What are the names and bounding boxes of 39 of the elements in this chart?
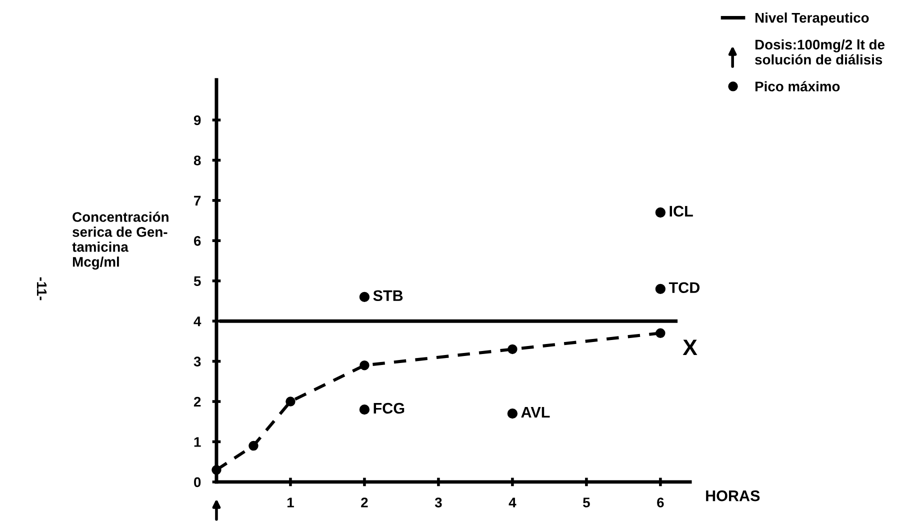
point	[656, 328, 666, 338]
annotation: STB	[373, 290, 403, 302]
point	[248, 440, 258, 451]
y-tick-label: 5	[194, 276, 201, 286]
annotation: TCD	[668, 282, 700, 294]
text: -11-	[37, 277, 47, 300]
point	[508, 344, 518, 354]
x-axis-title: HORAS	[706, 490, 760, 502]
y-tick-label: 9	[194, 115, 201, 126]
y-tick-label: 6	[194, 236, 201, 246]
point	[286, 396, 296, 406]
y-tick-label: 0	[194, 477, 201, 488]
point	[359, 404, 370, 415]
x-tick-label: 1	[287, 498, 294, 508]
y-tick-label: 4	[194, 316, 202, 326]
y-tick-label: 2	[194, 396, 201, 407]
annotation: FCG	[374, 402, 404, 414]
y-tick-label: 8	[194, 156, 201, 166]
point	[655, 207, 666, 218]
text: Dosis:100mg/2 lt de solución de diálisis	[755, 39, 885, 65]
point	[359, 292, 370, 302]
point	[507, 408, 518, 419]
point	[360, 360, 370, 370]
annotation: X	[682, 340, 698, 355]
x-tick-label: 3	[434, 498, 442, 508]
y-tick-label: 7	[194, 196, 201, 206]
x-tick-label: 5	[583, 498, 590, 508]
point	[655, 284, 666, 294]
x-tick-label: 6	[657, 498, 664, 508]
x-tick-label: 4	[508, 498, 516, 508]
legend-label: Nivel Terapeutico	[755, 12, 869, 26]
annotation: AVL	[521, 407, 550, 418]
y-axis-title: Concentración serica de Gen- tamicina Mcg/ml	[72, 212, 168, 270]
y-tick-label: 3	[194, 356, 201, 366]
x-tick-label: 2	[361, 498, 368, 508]
y-tick-label: 1	[194, 437, 201, 447]
point	[212, 465, 222, 475]
legend-label: Pico máximo	[755, 81, 840, 92]
annotation: ICL	[670, 206, 693, 217]
